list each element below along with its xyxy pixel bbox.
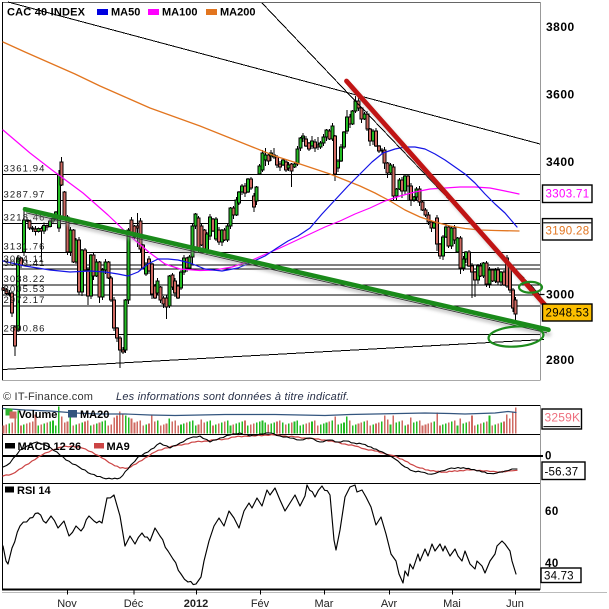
svg-text:Nov: Nov bbox=[57, 598, 77, 609]
svg-text:3400: 3400 bbox=[546, 155, 575, 169]
svg-text:3303.71: 3303.71 bbox=[546, 189, 590, 201]
svg-text:Avr: Avr bbox=[381, 598, 398, 609]
svg-text:2972.17: 2972.17 bbox=[4, 295, 46, 306]
svg-text:60: 60 bbox=[545, 506, 559, 518]
svg-text:MA9: MA9 bbox=[107, 441, 130, 453]
svg-text:Volume: Volume bbox=[19, 409, 58, 421]
svg-text:3259K: 3259K bbox=[545, 411, 581, 425]
svg-text:Fév: Fév bbox=[251, 598, 270, 609]
svg-text:3005.53: 3005.53 bbox=[4, 284, 46, 295]
svg-text:MACD 12 26: MACD 12 26 bbox=[18, 441, 82, 453]
svg-text:3800: 3800 bbox=[546, 20, 575, 34]
svg-text:RSI 14: RSI 14 bbox=[17, 485, 52, 497]
svg-text:Déc: Déc bbox=[124, 598, 144, 609]
svg-text:MA20: MA20 bbox=[80, 409, 109, 421]
svg-text:Mar: Mar bbox=[315, 598, 334, 609]
svg-text:3218.46: 3218.46 bbox=[4, 213, 46, 224]
svg-text:2012: 2012 bbox=[184, 598, 208, 609]
svg-text:3131.76: 3131.76 bbox=[4, 242, 46, 253]
svg-text:3094.11: 3094.11 bbox=[4, 254, 45, 265]
svg-text:2800: 2800 bbox=[546, 353, 575, 367]
svg-text:3000: 3000 bbox=[546, 288, 575, 302]
svg-text:Mai: Mai bbox=[443, 598, 461, 609]
svg-text:-56.37: -56.37 bbox=[545, 467, 579, 479]
svg-text:MA100: MA100 bbox=[162, 7, 197, 19]
svg-text:3600: 3600 bbox=[546, 88, 575, 102]
svg-text:3190.28: 3190.28 bbox=[546, 226, 590, 238]
svg-text:3038.22: 3038.22 bbox=[4, 274, 46, 285]
svg-text:© IT-Finance.com: © IT-Finance.com bbox=[3, 391, 93, 403]
svg-text:MA50: MA50 bbox=[111, 7, 140, 19]
svg-text:34.73: 34.73 bbox=[544, 571, 574, 583]
svg-text:40: 40 bbox=[545, 558, 559, 570]
svg-text:MA200: MA200 bbox=[220, 7, 255, 19]
svg-text:Les informations sont données: Les informations sont données à titre in… bbox=[116, 391, 349, 403]
svg-text:2948.53: 2948.53 bbox=[546, 308, 590, 320]
svg-text:0: 0 bbox=[545, 451, 551, 463]
svg-text:Jun: Jun bbox=[506, 598, 524, 609]
svg-text:CAC 40 INDEX: CAC 40 INDEX bbox=[7, 7, 86, 19]
svg-text:2890.86: 2890.86 bbox=[4, 324, 46, 335]
svg-text:3361.94: 3361.94 bbox=[4, 164, 46, 175]
svg-text:3079.41: 3079.41 bbox=[4, 258, 46, 269]
svg-text:3287.97: 3287.97 bbox=[4, 190, 46, 201]
